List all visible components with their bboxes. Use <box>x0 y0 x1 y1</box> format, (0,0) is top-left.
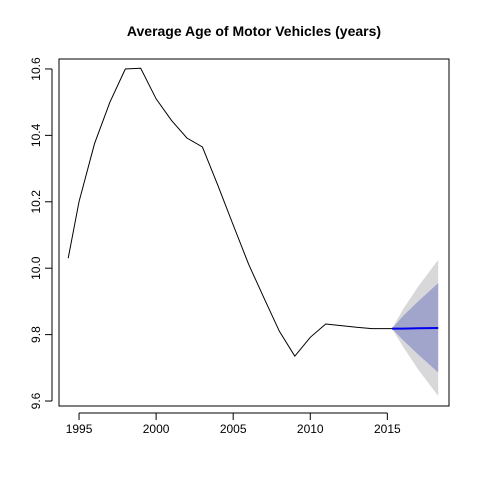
x-tick-label: 2000 <box>143 422 170 436</box>
y-tick-label: 10.4 <box>29 123 43 147</box>
history-line <box>67 67 392 358</box>
y-tick-label: 9.8 <box>29 326 43 343</box>
x-tick-label: 2015 <box>374 422 401 436</box>
y-tick-label: 9.6 <box>29 392 43 409</box>
plot-frame <box>58 58 450 407</box>
x-tick-label: 1995 <box>66 422 93 436</box>
y-tick-label: 10.6 <box>29 57 43 81</box>
forecast-mean-line <box>392 327 439 330</box>
x-axis: 1995 2000 2005 2010 2015 <box>66 412 401 436</box>
x-tick-label: 2010 <box>297 422 324 436</box>
x-tick-label: 2005 <box>220 422 247 436</box>
y-tick-label: 10.2 <box>29 190 43 214</box>
y-tick-label: 10.0 <box>29 256 43 280</box>
y-axis: 9.6 9.8 10.0 10.2 10.4 10.6 <box>29 57 53 409</box>
chart-title: Average Age of Motor Vehicles (years) <box>127 23 381 39</box>
